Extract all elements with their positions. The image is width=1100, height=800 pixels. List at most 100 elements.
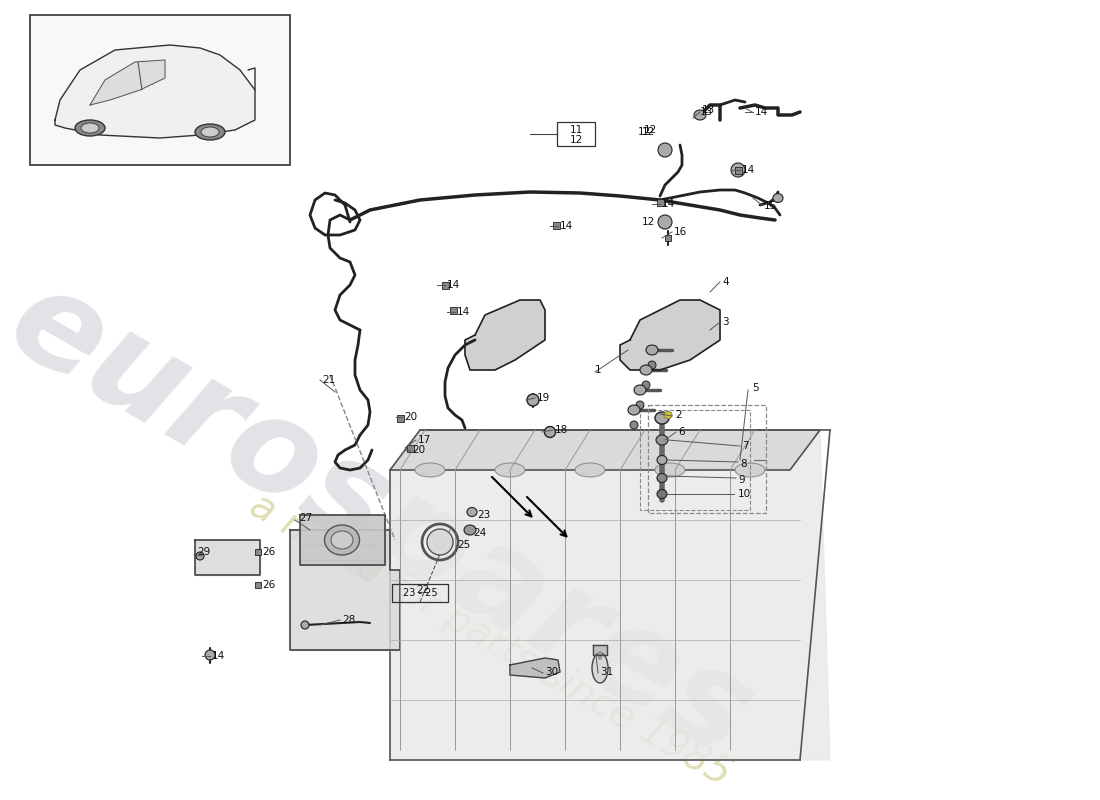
Ellipse shape xyxy=(575,463,605,477)
Ellipse shape xyxy=(75,120,104,136)
Bar xyxy=(30,15,290,165)
Text: 7: 7 xyxy=(742,441,749,451)
Text: 2: 2 xyxy=(675,410,682,420)
Text: 25: 25 xyxy=(456,540,471,550)
Ellipse shape xyxy=(648,361,656,369)
Ellipse shape xyxy=(195,124,226,140)
Ellipse shape xyxy=(657,455,667,465)
Circle shape xyxy=(205,650,214,660)
Text: 20: 20 xyxy=(412,445,425,455)
Ellipse shape xyxy=(464,525,476,535)
Polygon shape xyxy=(510,658,560,678)
Ellipse shape xyxy=(468,507,477,517)
Ellipse shape xyxy=(657,474,667,482)
Ellipse shape xyxy=(495,463,525,477)
Ellipse shape xyxy=(628,405,640,415)
Ellipse shape xyxy=(642,381,650,389)
Text: 14: 14 xyxy=(456,307,471,317)
Ellipse shape xyxy=(640,365,652,375)
Ellipse shape xyxy=(592,653,608,683)
Ellipse shape xyxy=(654,463,685,477)
Text: 12: 12 xyxy=(642,217,656,227)
Text: 23: 23 xyxy=(477,510,491,520)
Text: 12: 12 xyxy=(644,125,658,135)
Text: 24: 24 xyxy=(473,528,486,538)
Bar xyxy=(450,306,456,314)
Polygon shape xyxy=(390,430,830,760)
Ellipse shape xyxy=(544,426,556,438)
Text: 28: 28 xyxy=(342,615,355,625)
Ellipse shape xyxy=(415,463,446,477)
Ellipse shape xyxy=(656,435,668,445)
Text: 22: 22 xyxy=(416,585,429,595)
Polygon shape xyxy=(465,300,544,370)
Text: 1: 1 xyxy=(595,365,602,375)
Ellipse shape xyxy=(694,110,706,120)
Text: 13: 13 xyxy=(702,105,715,115)
Bar xyxy=(407,445,414,451)
Circle shape xyxy=(658,215,672,229)
Bar xyxy=(557,122,595,146)
Text: 14: 14 xyxy=(212,651,226,661)
Text: 14: 14 xyxy=(742,165,756,175)
Bar xyxy=(640,410,750,510)
Text: 15: 15 xyxy=(764,201,778,211)
Text: 16: 16 xyxy=(674,227,688,237)
Polygon shape xyxy=(390,430,820,470)
Text: 18: 18 xyxy=(556,425,569,435)
Text: 23 - 25: 23 - 25 xyxy=(403,588,438,598)
Text: 29: 29 xyxy=(197,547,210,557)
Text: eurospares: eurospares xyxy=(0,256,773,784)
Bar xyxy=(735,166,741,174)
Ellipse shape xyxy=(636,401,644,409)
Bar xyxy=(255,549,261,555)
Polygon shape xyxy=(593,645,607,655)
Polygon shape xyxy=(290,530,400,650)
Text: 19: 19 xyxy=(537,393,550,403)
Bar xyxy=(552,222,560,229)
Bar xyxy=(255,582,261,588)
Text: 20: 20 xyxy=(404,412,417,422)
Bar xyxy=(666,235,671,241)
Text: 3: 3 xyxy=(722,317,728,327)
Bar xyxy=(657,198,663,206)
Text: 26: 26 xyxy=(262,547,275,557)
Polygon shape xyxy=(55,45,255,138)
Ellipse shape xyxy=(324,525,360,555)
Ellipse shape xyxy=(657,490,667,498)
Ellipse shape xyxy=(527,394,539,406)
Text: 10: 10 xyxy=(738,489,751,499)
Ellipse shape xyxy=(331,531,353,549)
Text: 26: 26 xyxy=(262,580,275,590)
Text: 5: 5 xyxy=(752,383,759,393)
Polygon shape xyxy=(620,300,721,370)
Text: a name for parts since 1985: a name for parts since 1985 xyxy=(243,486,737,794)
Text: 13: 13 xyxy=(700,107,713,117)
Text: 6: 6 xyxy=(678,427,684,437)
Ellipse shape xyxy=(664,411,672,418)
Circle shape xyxy=(196,552,204,560)
Text: 30: 30 xyxy=(544,667,558,677)
Ellipse shape xyxy=(634,385,646,395)
Text: 12: 12 xyxy=(638,127,651,137)
Bar xyxy=(392,584,448,602)
Ellipse shape xyxy=(654,412,669,424)
Bar xyxy=(648,405,766,513)
Ellipse shape xyxy=(773,194,783,202)
Polygon shape xyxy=(195,540,260,575)
Ellipse shape xyxy=(646,345,658,355)
Ellipse shape xyxy=(201,127,219,137)
Text: 14: 14 xyxy=(560,221,573,231)
Bar xyxy=(396,414,404,422)
Text: 4: 4 xyxy=(722,277,728,287)
Circle shape xyxy=(427,529,453,555)
Text: 14: 14 xyxy=(447,280,460,290)
Text: 12: 12 xyxy=(570,135,583,145)
Text: 14: 14 xyxy=(755,107,768,117)
Text: 9: 9 xyxy=(738,475,745,485)
Text: 14: 14 xyxy=(662,199,675,209)
Text: 8: 8 xyxy=(740,459,747,469)
Circle shape xyxy=(658,143,672,157)
Ellipse shape xyxy=(735,463,764,477)
Polygon shape xyxy=(90,60,165,105)
